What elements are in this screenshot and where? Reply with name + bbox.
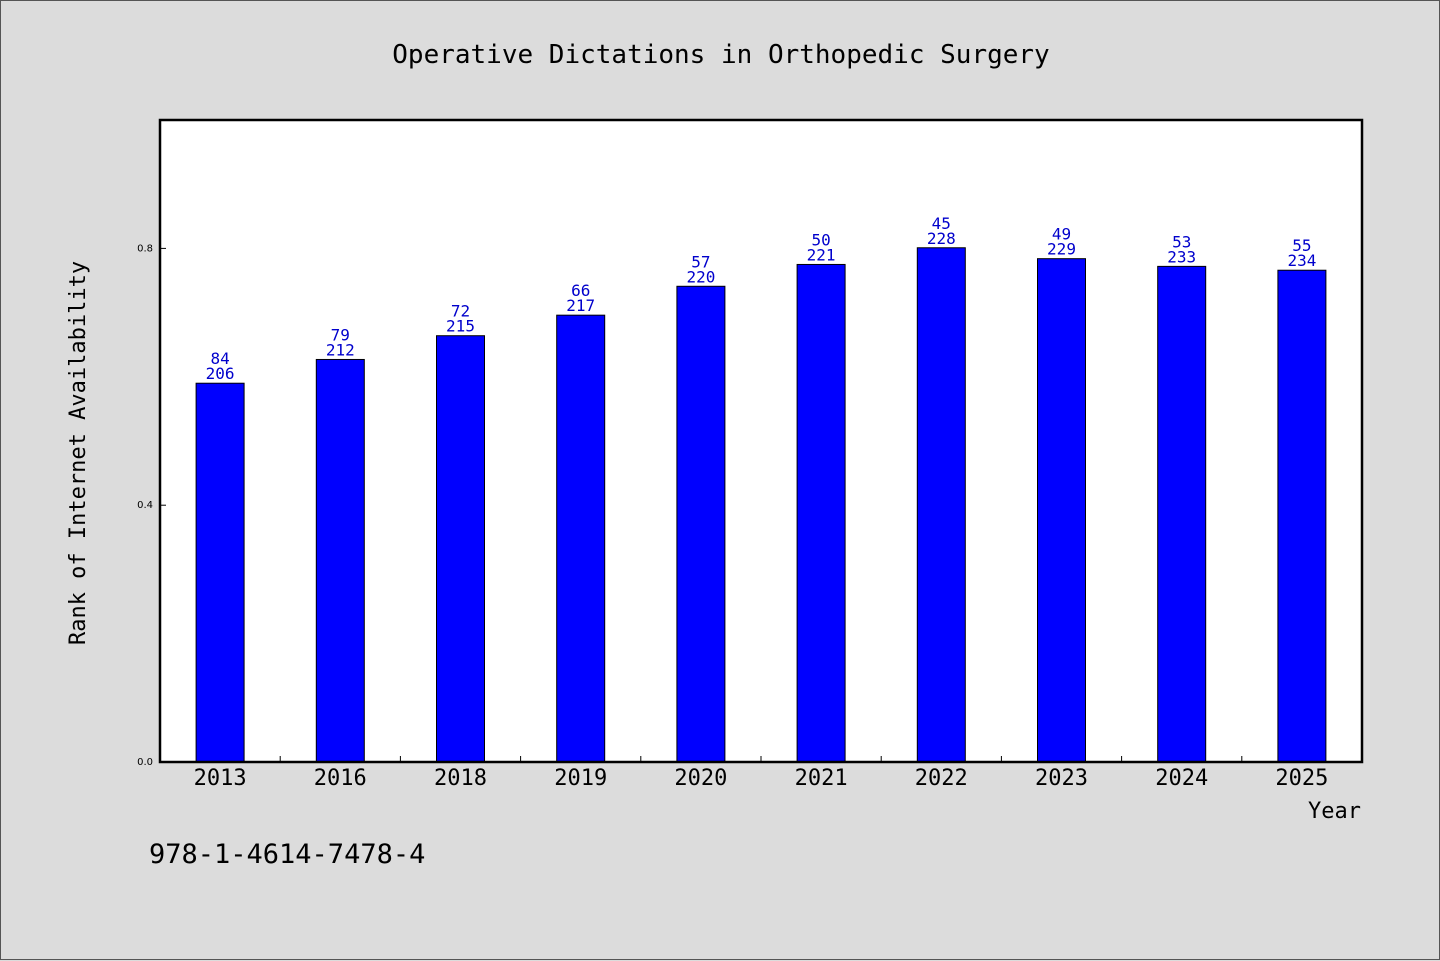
bar-2022 <box>916 247 966 763</box>
x-tick-label-2025: 2025 <box>1275 766 1328 791</box>
data-label-top-2018: 72 <box>451 302 470 321</box>
bar-2024 <box>1157 265 1207 763</box>
bar-2018 <box>436 335 485 763</box>
data-label-top-2022: 45 <box>932 214 951 233</box>
bars-layer <box>195 247 1327 763</box>
bar-2019 <box>556 314 606 763</box>
isbn-footer: 978-1-4614-7478-4 <box>149 839 425 870</box>
data-label-top-2016: 79 <box>331 325 350 344</box>
bar-2016 <box>315 358 365 763</box>
x-tick-label-2022: 2022 <box>915 766 968 791</box>
plot-border <box>158 118 1364 764</box>
x-axis-label: Year <box>1308 799 1361 824</box>
x-ticks-layer: 2013 2016 2018 2019 2020 2021 2022 2023 2024 2025 <box>194 756 1328 791</box>
x-tick-label-2024: 2024 <box>1155 766 1208 791</box>
bar-2020 <box>676 285 726 763</box>
x-tick-label-2016: 2016 <box>314 766 367 791</box>
data-label-top-2013: 84 <box>210 349 229 368</box>
bar-2013 <box>195 382 245 763</box>
x-tick-label-2021: 2021 <box>795 766 848 791</box>
x-tick-label-2018: 2018 <box>434 766 487 791</box>
data-label-bottom-2025: 234 <box>1287 251 1316 270</box>
data-label-bottom-2018: 215 <box>446 317 475 336</box>
y-axis-label: Rank of Internet Availability <box>66 261 91 645</box>
data-label-top-2021: 50 <box>811 230 830 249</box>
data-label-bottom-2019: 217 <box>566 296 595 315</box>
y-tick-label-0: 0.0 <box>137 757 153 768</box>
data-label-top-2024: 53 <box>1172 232 1191 251</box>
bar-2025 <box>1277 269 1327 763</box>
data-label-top-2019: 66 <box>571 281 590 300</box>
y-tick-label-1: 0.4 <box>137 500 153 511</box>
data-label-bottom-2013: 206 <box>206 364 235 383</box>
data-label-bottom-2021: 221 <box>807 245 836 264</box>
data-label-top-2020: 57 <box>691 252 710 271</box>
data-label-bottom-2022: 228 <box>927 229 956 248</box>
data-label-bottom-2023: 229 <box>1047 240 1076 259</box>
x-tick-label-2013: 2013 <box>194 766 247 791</box>
x-tick-label-2020: 2020 <box>674 766 727 791</box>
x-tick-label-2019: 2019 <box>554 766 607 791</box>
data-label-top-2023: 49 <box>1052 225 1071 244</box>
data-label-bottom-2024: 233 <box>1167 247 1196 266</box>
chart-title: Operative Dictations in Orthopedic Surge… <box>392 40 1049 70</box>
bar-2021 <box>796 263 846 763</box>
data-label-bottom-2020: 220 <box>686 267 715 286</box>
data-label-top-2025: 55 <box>1292 236 1311 255</box>
y-tick-label-2: 0.8 <box>137 243 153 254</box>
bar-2023 <box>1037 258 1086 763</box>
x-tick-label-2023: 2023 <box>1035 766 1088 791</box>
data-label-bottom-2016: 212 <box>326 340 355 359</box>
